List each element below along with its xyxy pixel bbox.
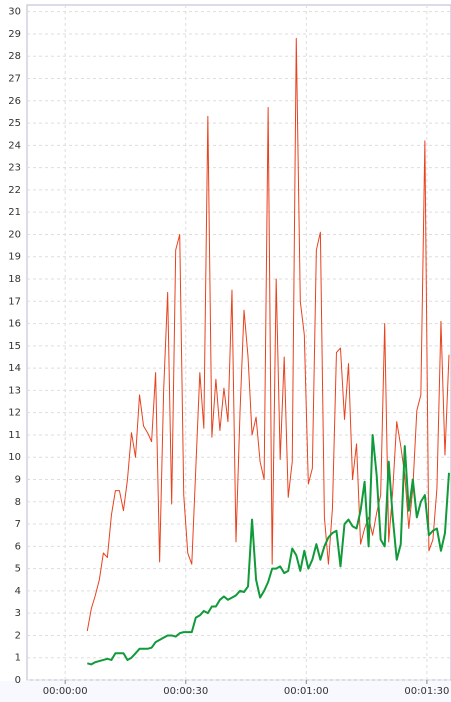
y-tick-label: 20 — [8, 229, 21, 240]
y-tick-label: 13 — [8, 385, 21, 396]
y-tick-label: 19 — [8, 252, 21, 263]
x-tick-label: 00:00:00 — [43, 686, 88, 697]
y-tick-label: 14 — [8, 363, 21, 374]
y-tick-label: 24 — [8, 140, 21, 151]
y-tick-label: 4 — [15, 586, 21, 597]
y-tick-label: 11 — [8, 430, 21, 441]
x-tick-label: 00:01:00 — [284, 686, 329, 697]
y-tick-label: 18 — [8, 274, 21, 285]
y-tick-label: 3 — [15, 608, 21, 619]
x-tick-label: 00:01:30 — [404, 686, 449, 697]
y-tick-label: 0 — [15, 675, 21, 686]
y-tick-label: 9 — [15, 475, 21, 486]
y-tick-label: 30 — [8, 7, 21, 18]
y-tick-label: 26 — [8, 96, 21, 107]
y-tick-label: 8 — [15, 497, 21, 508]
series-line — [86, 37, 450, 632]
plot-area — [26, 4, 451, 681]
y-tick-label: 1 — [15, 653, 21, 664]
series-line — [87, 433, 450, 666]
y-tick-label: 29 — [8, 29, 21, 40]
y-tick-label: 17 — [8, 296, 21, 307]
y-tick-label: 21 — [8, 207, 21, 218]
y-tick-label: 15 — [8, 341, 21, 352]
y-tick-label: 5 — [15, 564, 21, 575]
y-tick-label: 27 — [8, 74, 21, 85]
y-tick-label: 23 — [8, 163, 21, 174]
y-tick-label: 2 — [15, 630, 21, 641]
y-tick-label: 28 — [8, 51, 21, 62]
y-tick-label: 10 — [8, 452, 21, 463]
y-tick-label: 12 — [8, 408, 21, 419]
y-tick-label: 7 — [15, 519, 21, 530]
x-tick-label: 00:00:30 — [163, 686, 208, 697]
x-axis-band — [0, 681, 451, 702]
y-tick-label: 16 — [8, 319, 21, 330]
y-tick-label: 22 — [8, 185, 21, 196]
y-tick-label: 25 — [8, 118, 21, 129]
y-tick-label: 6 — [15, 541, 21, 552]
